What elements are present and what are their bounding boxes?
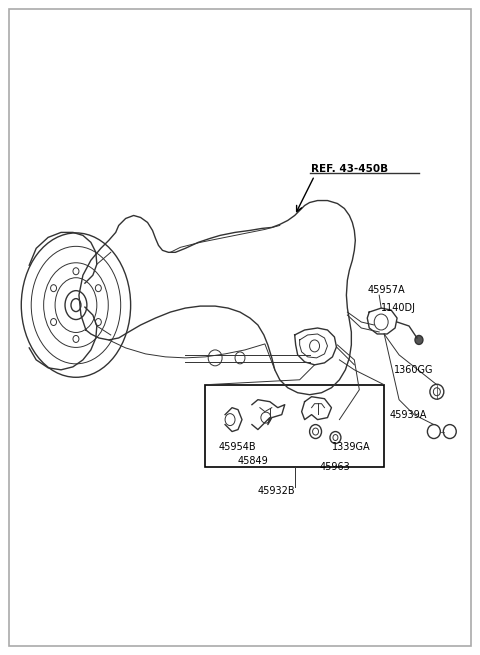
Text: REF. 43-450B: REF. 43-450B	[311, 164, 388, 174]
Ellipse shape	[415, 335, 423, 345]
Text: 45957A: 45957A	[367, 285, 405, 295]
Bar	[205, 384, 384, 468]
Text: 1339GA: 1339GA	[332, 443, 370, 453]
Text: 45849: 45849	[238, 457, 269, 466]
Text: 45954B: 45954B	[218, 443, 256, 453]
Text: 45939A: 45939A	[389, 409, 427, 420]
Text: 45932B: 45932B	[258, 486, 296, 496]
Text: 45963: 45963	[320, 462, 350, 472]
Text: 1360GG: 1360GG	[394, 365, 433, 375]
Text: 1140DJ: 1140DJ	[381, 303, 416, 313]
